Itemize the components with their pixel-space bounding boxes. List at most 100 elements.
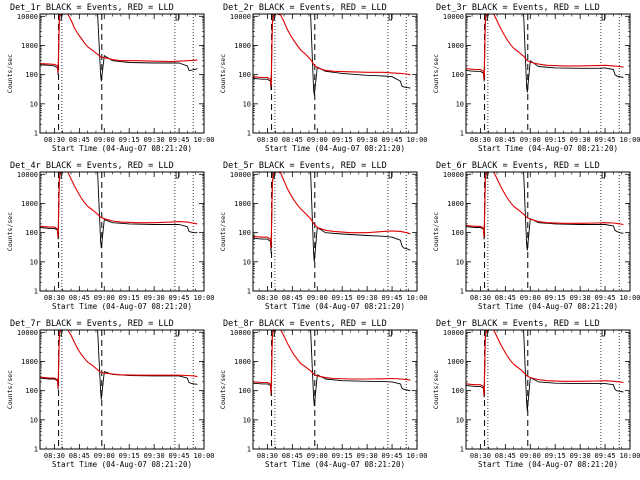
x-tick-label: 09:15 xyxy=(332,452,353,460)
y-tick-label: 10 xyxy=(243,416,251,424)
y-tick-label: 1 xyxy=(34,446,38,454)
panel-title: Det_5r BLACK = Events, RED = LLD xyxy=(223,161,387,171)
plot-frame xyxy=(252,13,418,134)
x-tick-label: 09:45 xyxy=(169,294,190,302)
y-tick-label: 10 xyxy=(243,100,251,108)
x-axis-label: Start Time (04-Aug-07 08:21:20) xyxy=(52,302,192,311)
y-tick-label: 10 xyxy=(243,258,251,266)
y-tick-label: 10 xyxy=(456,258,464,266)
panel-title: Det_7r BLACK = Events, RED = LLD xyxy=(10,319,174,329)
y-tick-label: 10 xyxy=(30,100,38,108)
x-tick-label: 09:30 xyxy=(357,136,378,144)
x-tick-label: 09:30 xyxy=(570,452,591,460)
interval-bracket xyxy=(175,172,179,179)
x-axis-label: Start Time (04-Aug-07 08:21:20) xyxy=(265,144,405,153)
panel-det2: Det_2r BLACK = Events, RED = LLD 1 10 100 10… xyxy=(219,3,428,153)
x-tick-label: 09:00 xyxy=(520,452,541,460)
series-line-lld xyxy=(253,329,411,395)
series-line-lld xyxy=(40,329,198,388)
y-tick-label: 10000 xyxy=(17,329,38,337)
x-tick-label: 09:00 xyxy=(520,294,541,302)
x-tick-label: 09:30 xyxy=(144,294,165,302)
x-tick-label: 09:15 xyxy=(119,452,140,460)
x-tick-label: 09:00 xyxy=(94,294,115,302)
y-tick-label: 1000 xyxy=(21,200,38,208)
y-tick-label: 10000 xyxy=(443,171,464,179)
x-tick-label: 09:15 xyxy=(545,452,566,460)
interval-bracket xyxy=(601,330,605,337)
panel-title: Det_3r BLACK = Events, RED = LLD xyxy=(436,3,600,13)
y-tick-label: 10 xyxy=(456,100,464,108)
series-line-events xyxy=(466,329,624,412)
interval-bracket xyxy=(388,172,392,179)
y-tick-label: 10000 xyxy=(230,329,251,337)
x-tick-label: 08:45 xyxy=(69,452,90,460)
panel-det5: Det_5r BLACK = Events, RED = LLD 1 10 100 10… xyxy=(219,161,428,311)
x-tick-label: 08:30 xyxy=(470,294,491,302)
y-tick-label: 1000 xyxy=(21,42,38,50)
interval-bracket xyxy=(175,14,179,21)
x-axis-label: Start Time (04-Aug-07 08:21:20) xyxy=(52,460,192,469)
y-tick-label: 1000 xyxy=(234,42,251,50)
y-tick-label: 1 xyxy=(460,288,464,296)
y-tick-label: 10000 xyxy=(17,13,38,21)
x-tick-label: 09:15 xyxy=(332,136,353,144)
y-tick-label: 10000 xyxy=(443,329,464,337)
x-tick-label: 09:00 xyxy=(307,294,328,302)
x-tick-label: 08:45 xyxy=(495,294,516,302)
x-tick-label: 09:15 xyxy=(332,294,353,302)
x-tick-label: 08:30 xyxy=(44,136,65,144)
y-tick-label: 1 xyxy=(247,288,251,296)
x-tick-label: 09:30 xyxy=(144,136,165,144)
panel-title: Det_2r BLACK = Events, RED = LLD xyxy=(223,3,387,13)
series-line-lld xyxy=(466,13,624,80)
y-tick-label: 10 xyxy=(30,258,38,266)
x-tick-label: 08:45 xyxy=(495,452,516,460)
y-tick-label: 1 xyxy=(460,130,464,138)
series-line-lld xyxy=(40,171,198,238)
x-tick-label: 08:45 xyxy=(282,294,303,302)
interval-bracket xyxy=(272,14,275,21)
x-tick-label: 09:30 xyxy=(144,452,165,460)
x-tick-label: 10:00 xyxy=(406,294,427,302)
x-tick-label: 09:00 xyxy=(520,136,541,144)
x-tick-label: 08:45 xyxy=(69,136,90,144)
x-tick-label: 09:45 xyxy=(382,294,403,302)
x-tick-label: 09:15 xyxy=(545,294,566,302)
y-tick-label: 1 xyxy=(247,130,251,138)
x-tick-label: 09:30 xyxy=(570,136,591,144)
y-axis-label: Counts/sec xyxy=(432,370,440,409)
x-tick-label: 10:00 xyxy=(406,136,427,144)
x-tick-label: 09:45 xyxy=(382,452,403,460)
x-tick-label: 09:15 xyxy=(119,136,140,144)
y-tick-label: 10000 xyxy=(230,171,251,179)
y-tick-label: 100 xyxy=(451,229,464,237)
series-line-events xyxy=(253,13,411,96)
series-line-events xyxy=(40,329,198,400)
x-tick-label: 09:45 xyxy=(595,452,616,460)
interval-bracket xyxy=(388,14,392,21)
plot-frame xyxy=(39,329,205,450)
interval-bracket xyxy=(388,330,392,337)
y-tick-label: 100 xyxy=(238,229,251,237)
x-tick-label: 10:00 xyxy=(619,294,640,302)
interval-bracket xyxy=(601,14,605,21)
x-tick-label: 09:00 xyxy=(307,452,328,460)
x-tick-label: 08:45 xyxy=(282,136,303,144)
series-line-lld xyxy=(40,13,198,73)
series-line-lld xyxy=(466,329,624,396)
panel-title: Det_4r BLACK = Events, RED = LLD xyxy=(10,161,174,171)
y-tick-label: 1 xyxy=(247,446,251,454)
plot-frame xyxy=(252,171,418,292)
series-line-events xyxy=(253,329,411,407)
y-tick-label: 1000 xyxy=(447,358,464,366)
x-tick-label: 09:00 xyxy=(94,452,115,460)
x-tick-label: 10:00 xyxy=(193,136,214,144)
x-tick-label: 09:15 xyxy=(545,136,566,144)
panel-title: Det_1r BLACK = Events, RED = LLD xyxy=(10,3,174,13)
series-line-events xyxy=(40,13,198,82)
x-tick-label: 10:00 xyxy=(619,136,640,144)
panel-det9: Det_9r BLACK = Events, RED = LLD 1 10 100 10… xyxy=(432,319,640,469)
y-tick-label: 1000 xyxy=(234,200,251,208)
series-line-lld xyxy=(466,171,624,238)
